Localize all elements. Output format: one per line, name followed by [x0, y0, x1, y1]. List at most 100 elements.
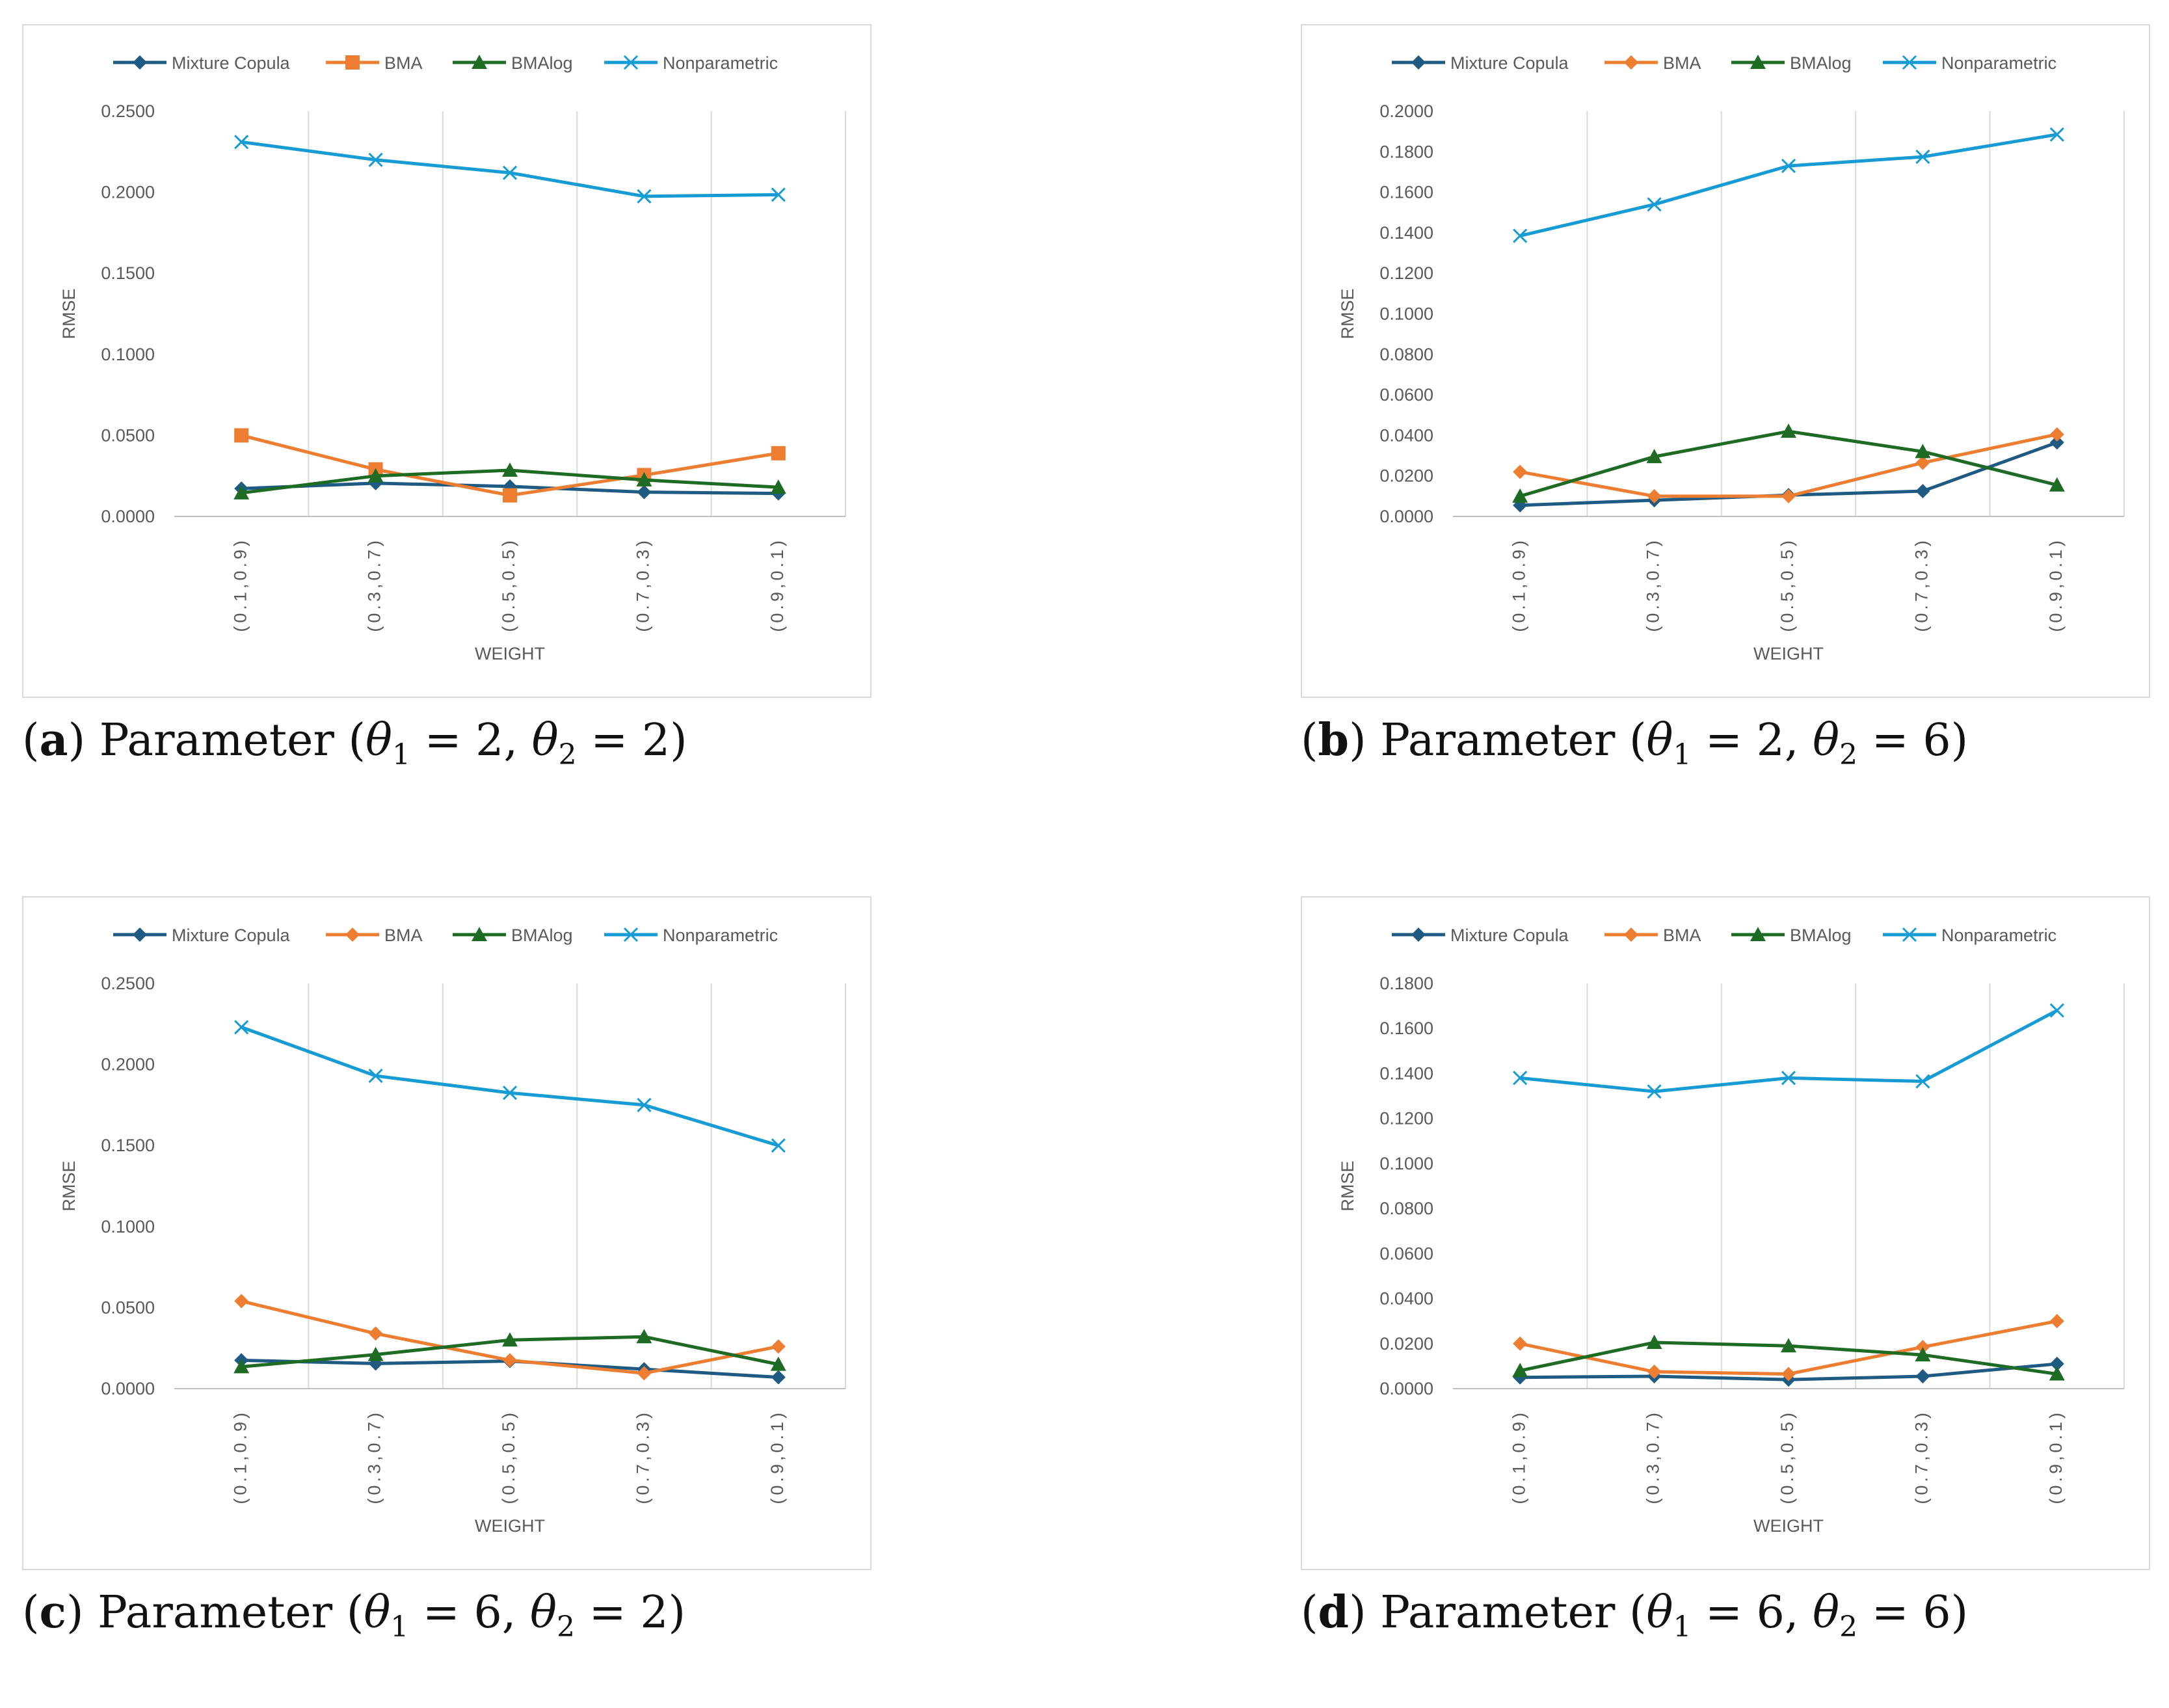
- chart-frame: 0.0000 0.0200 0.0400 0.0600 0.0800 0.1000 0.12…: [1301, 896, 2150, 1570]
- data-point: [1915, 455, 1930, 470]
- data-point: [367, 468, 384, 483]
- legend-label: BMAlog: [511, 53, 573, 73]
- data-point-stroke: [368, 1068, 383, 1084]
- legend-label: Nonparametric: [1941, 926, 2056, 945]
- data-point: [1513, 1370, 1528, 1385]
- data-point: [637, 485, 652, 500]
- data-point: [502, 1086, 518, 1101]
- legend-label: Mixture Copula: [1450, 926, 1569, 945]
- data-point-stroke: [502, 1086, 518, 1101]
- legend-marker-stroke: [1902, 927, 1917, 942]
- data-point: [234, 135, 249, 150]
- y-tick-label: 0.0800: [1379, 1199, 1433, 1218]
- data-point: [1647, 1365, 1662, 1380]
- x-tick-label: (0.9,0.1): [2046, 537, 2066, 632]
- data-point-stroke: [1513, 1071, 1528, 1086]
- caption-a: (a) Parameter (θ1 = 2, θ2 = 2): [22, 714, 687, 771]
- line-chart-b: 0.0000 0.0200 0.0400 0.0600 0.0800 0.1000 0.12…: [1338, 53, 2125, 663]
- legend-marker: [1750, 55, 1766, 69]
- data-point: [771, 187, 786, 202]
- legend-marker: [133, 55, 147, 70]
- legend-marker: [1411, 927, 1426, 942]
- legend-label: BMAlog: [1790, 53, 1852, 73]
- panel-label: b: [1318, 714, 1350, 766]
- x-tick-label: (0.9,0.1): [767, 1409, 787, 1504]
- y-tick-label: 0.1400: [1379, 1063, 1433, 1083]
- legend-label: BMA: [384, 53, 423, 73]
- y-axis-title: RMSE: [1338, 1160, 1357, 1211]
- y-tick-label: 0.1600: [1379, 183, 1433, 202]
- panel-c: 0.0000 0.0500 0.1000 0.1500 0.2000 0.2500 (0.1…: [0, 872, 1084, 1708]
- data-point: [503, 1353, 517, 1368]
- data-point: [1915, 1368, 1930, 1383]
- data-point: [1646, 1335, 1662, 1350]
- data-point-stroke: [1647, 197, 1662, 212]
- x-tick-label: (0.3,0.7): [365, 1409, 384, 1504]
- data-point-stroke: [2049, 1003, 2064, 1018]
- legend-marker: [1624, 55, 1638, 70]
- legend-marker: [1411, 55, 1426, 70]
- theta2-value: 2: [640, 1587, 669, 1638]
- legend-marker-stroke: [623, 55, 639, 70]
- y-tick-label: 0.2500: [101, 974, 155, 993]
- y-tick-label: 0.1000: [101, 1217, 155, 1236]
- theta2-value: 6: [1923, 715, 1951, 766]
- data-point: [636, 472, 652, 487]
- y-tick-label: 0.0800: [1379, 345, 1433, 364]
- y-tick-label: 0.2000: [1379, 101, 1433, 121]
- data-point: [1513, 228, 1528, 243]
- y-tick-label: 0.1500: [101, 263, 155, 283]
- x-tick-label: (0.3,0.7): [1643, 537, 1663, 632]
- x-tick-label: (0.5,0.5): [499, 1409, 518, 1504]
- x-tick-label: (0.9,0.1): [2046, 1409, 2066, 1504]
- data-point-stroke: [1781, 1071, 1796, 1086]
- data-point: [502, 462, 518, 477]
- x-axis-title: WEIGHT: [1753, 1516, 1824, 1536]
- data-point-stroke: [1915, 1074, 1930, 1089]
- data-point-stroke: [1513, 228, 1528, 243]
- data-point: [1646, 449, 1662, 464]
- y-tick-label: 0.0600: [1379, 1244, 1433, 1263]
- data-point: [233, 485, 250, 500]
- caption-text: Parameter: [1380, 1587, 1616, 1638]
- data-point: [233, 1359, 250, 1374]
- y-tick-label: 0.0600: [1379, 385, 1433, 405]
- y-tick-label: 0.1000: [1379, 304, 1433, 324]
- legend-label: Mixture Copula: [172, 53, 291, 73]
- legend-marker-stroke: [1902, 55, 1917, 70]
- data-point: [1915, 1074, 1930, 1089]
- y-tick-label: 0.1000: [101, 345, 155, 364]
- y-tick-label: 0.1600: [1379, 1019, 1433, 1038]
- theta1-value: 6: [473, 1587, 502, 1638]
- panel-label: c: [39, 1586, 66, 1638]
- y-tick-label: 0.0400: [1379, 425, 1433, 445]
- legend-label: BMA: [384, 926, 423, 945]
- x-axis-title: WEIGHT: [475, 644, 545, 663]
- legend-marker: [1902, 927, 1917, 942]
- legend-label: Nonparametric: [663, 926, 778, 945]
- x-tick-label: (0.5,0.5): [1777, 1409, 1797, 1504]
- caption-c: (c) Parameter (θ1 = 6, θ2 = 2): [22, 1586, 685, 1644]
- chart-frame: 0.0000 0.0500 0.1000 0.1500 0.2000 0.2500 (0.1…: [22, 896, 872, 1570]
- y-axis-title: RMSE: [59, 288, 79, 339]
- x-tick-label: (0.1,0.9): [230, 537, 250, 632]
- data-point: [1915, 1339, 1930, 1354]
- line-chart-d: 0.0000 0.0200 0.0400 0.0600 0.0800 0.1000 0.12…: [1338, 926, 2125, 1536]
- series-line: [1519, 133, 2058, 238]
- data-point: [771, 1339, 786, 1354]
- panel-label: a: [39, 714, 68, 766]
- y-tick-label: 0.0000: [101, 1379, 155, 1398]
- y-tick-label: 0.1800: [1379, 974, 1433, 993]
- x-tick-label: (0.3,0.7): [1643, 1409, 1663, 1504]
- x-tick-label: (0.1,0.9): [230, 1409, 250, 1504]
- legend-marker: [1750, 927, 1766, 941]
- line-chart-a: 0.0000 0.0500 0.1000 0.1500 0.2000 0.2500 (0.1…: [59, 53, 846, 663]
- data-point: [771, 1138, 786, 1153]
- data-point-stroke: [637, 1097, 652, 1112]
- legend-label: BMAlog: [511, 926, 573, 945]
- data-point: [1513, 464, 1528, 479]
- data-point: [2049, 1314, 2064, 1329]
- data-point-stroke: [1915, 150, 1930, 165]
- y-tick-label: 0.0000: [101, 507, 155, 526]
- data-point-stroke: [502, 165, 518, 180]
